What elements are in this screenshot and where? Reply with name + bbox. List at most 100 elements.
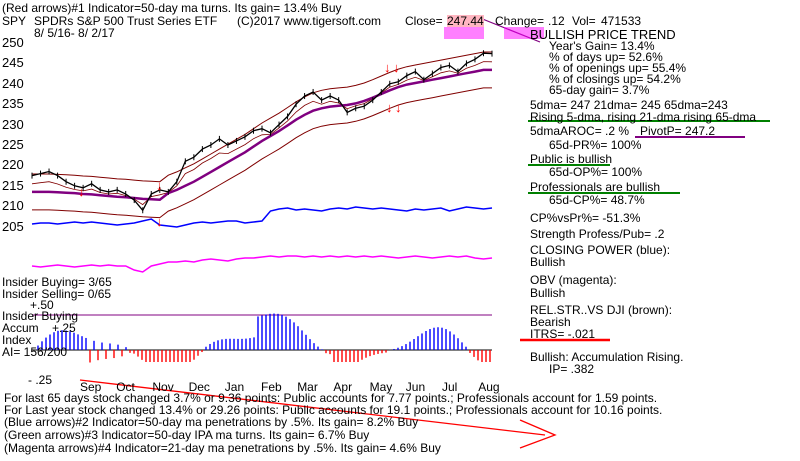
footer-line1: For last 65 days stock changed 3.7% or 9… <box>4 391 658 405</box>
vol-label: Vol= <box>572 14 596 28</box>
accum-status: Bullish: Accumulation Rising. <box>530 350 684 364</box>
pct-closings-up: % of closings up= 54.2% <box>549 72 681 86</box>
ma21-line <box>31 61 493 206</box>
obv-label: OBV (magenta): <box>530 273 617 287</box>
red-arrow: ↓ <box>386 100 393 115</box>
op65: 65d-OP%= 100% <box>549 165 643 179</box>
vol-value: 471533 <box>601 14 642 28</box>
y-tick-label: 240 <box>2 75 24 91</box>
y-tick-label: 225 <box>2 137 24 152</box>
red-arrow: ↓ <box>156 214 163 229</box>
insider-selling: Insider Selling= 0/65 <box>2 287 112 301</box>
y-tick-label: 215 <box>2 177 24 193</box>
header-copyright: (C)2017 www.tigersoft.com <box>237 14 382 28</box>
closing-power-label: CLOSING POWER (blue): <box>530 243 671 257</box>
y-tick-label: 245 <box>2 55 24 71</box>
y-tick-label: 235 <box>2 96 24 112</box>
x-tick-label: Oct <box>116 380 135 394</box>
ma-lines <box>32 68 492 201</box>
ip-value: IP= .382 <box>549 362 595 376</box>
y-tick-label: 205 <box>2 218 24 234</box>
insider-buying: Insider Buying= 3/65 <box>2 275 112 289</box>
relstr-value: Bearish <box>530 315 571 329</box>
pivot: PivotP= 247.2 <box>640 124 716 138</box>
y-tick-label: 230 <box>2 116 24 132</box>
plus25-label: +.25 <box>52 321 76 335</box>
day65-gain: 65-day gain= 3.7% <box>549 83 650 97</box>
years-gain: Year's Gain= 13.4% <box>549 39 655 53</box>
public-bullish: Public is bullish <box>530 152 613 166</box>
pros-bullish: Professionals are bullish <box>530 180 661 194</box>
change-label: Change= <box>495 14 545 28</box>
price-line <box>31 50 493 214</box>
x-tick-label: Aug <box>478 380 500 394</box>
relstr-label: REL.STR..VS DJI (brown): <box>530 303 673 317</box>
trend-title: BULLISH PRICE TREND <box>530 27 676 42</box>
red-arrow: ↓ <box>78 184 85 199</box>
plus50-label: +.50 <box>30 298 54 312</box>
y-tick-label: 220 <box>2 157 24 173</box>
accum-index-bars <box>32 313 492 363</box>
footer-line3: (Blue arrows)#2 Indicator=50-day ma pene… <box>4 415 419 429</box>
closing-power-value: Bullish <box>530 255 566 269</box>
aroc: 5dmaAROC= .2 % <box>530 124 630 138</box>
x-tick-label: Jun <box>405 380 426 394</box>
red-arrow: ↓ <box>393 60 400 75</box>
ai-label: AI= 156/200 <box>2 345 68 359</box>
obv-value: Bullish <box>530 286 566 300</box>
obv-line <box>31 255 493 273</box>
magenta-arrow-cluster <box>444 27 484 39</box>
price-close-line <box>31 52 493 212</box>
x-tick-label: Feb <box>261 380 282 394</box>
minus25-label: - .25 <box>28 373 53 387</box>
x-tick-label: Dec <box>188 380 210 394</box>
itrs: ITRS= -.021 <box>530 327 596 341</box>
upper-band <box>32 51 492 183</box>
date-range: 8/ 5/16- 8/ 2/17 <box>34 26 115 40</box>
pct-openings-up: % of openings up= 55.4% <box>549 61 687 75</box>
x-tick-label: Apr <box>333 380 353 394</box>
x-tick-label: Jul <box>442 380 458 394</box>
trend-arrow-line <box>79 379 546 436</box>
x-tick-label: Nov <box>152 380 174 394</box>
closing-power-path <box>31 206 493 228</box>
red-arrow: ↓ <box>384 60 391 75</box>
red-arrow: ↓ <box>395 100 402 115</box>
y-tick-label: 250 <box>2 35 24 50</box>
y-tick-label: 210 <box>2 198 24 214</box>
header-fund-name: SPDRs S&P 500 Trust Series ETF <box>34 14 218 28</box>
x-tick-label: Jan <box>224 380 245 394</box>
ma50-line <box>32 68 492 201</box>
price-bands <box>31 51 493 219</box>
magenta-arrow-cluster <box>504 27 544 39</box>
strength: Strength Profess/Pub= .2 <box>530 227 665 241</box>
rising-mas: Rising 5-dma, rising 21-dma rising 65-dm… <box>530 110 757 124</box>
pr65: 65d-PR%= 100% <box>549 138 642 152</box>
red-arrow: ↓ <box>156 178 163 193</box>
accum-label: Accum <box>2 321 39 335</box>
footer-line4: (Green arrows)#3 Indicator=50-day IPA ma… <box>4 428 370 442</box>
indicator-line1: (Red arrows)#1 Indicator=50-day ma turns… <box>2 1 342 15</box>
close-label: Close= <box>405 14 443 28</box>
close-value: 247.44 <box>447 14 484 28</box>
pct-days-up: % of days up= 52.6% <box>549 50 663 64</box>
cp-vs-pr: CP%vsPr%= -51.3% <box>530 211 641 225</box>
trend-arrow-head <box>519 419 557 449</box>
footer-line2: For Last year stock changed 13.4% or 29.… <box>4 403 663 417</box>
footer-line5: (Magenta arrows)#4 Indicator=21-day ma p… <box>4 441 441 455</box>
lower-band <box>32 87 492 219</box>
x-tick-label: Mar <box>297 380 318 394</box>
cp65: 65d-CP%= 48.7% <box>549 193 645 207</box>
x-tick-label: May <box>369 380 393 394</box>
closing-power-line <box>31 206 493 228</box>
header-ticker: SPY <box>2 14 27 28</box>
insider-buying-2: Insider Buying <box>2 309 79 323</box>
annotations <box>79 17 770 449</box>
change-value: .12 <box>548 14 565 28</box>
signal-arrows: ↓ ↓↓ ↓↓↓↓ <box>78 60 402 229</box>
obv-path <box>31 255 493 273</box>
index-label: Index <box>2 333 32 347</box>
ma-values: 5dma= 247 21dma= 245 65dma=243 <box>530 98 728 112</box>
x-tick-label: Sep <box>80 380 102 394</box>
